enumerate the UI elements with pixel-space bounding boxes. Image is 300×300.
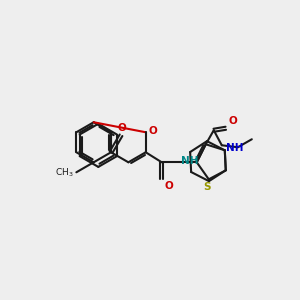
- Text: NH: NH: [181, 156, 199, 166]
- Text: CH$_3$: CH$_3$: [56, 167, 74, 179]
- Text: O: O: [117, 123, 126, 133]
- Text: O: O: [228, 116, 237, 126]
- Text: O: O: [149, 126, 158, 136]
- Text: S: S: [203, 182, 211, 192]
- Text: NH: NH: [226, 142, 243, 153]
- Text: O: O: [164, 181, 173, 191]
